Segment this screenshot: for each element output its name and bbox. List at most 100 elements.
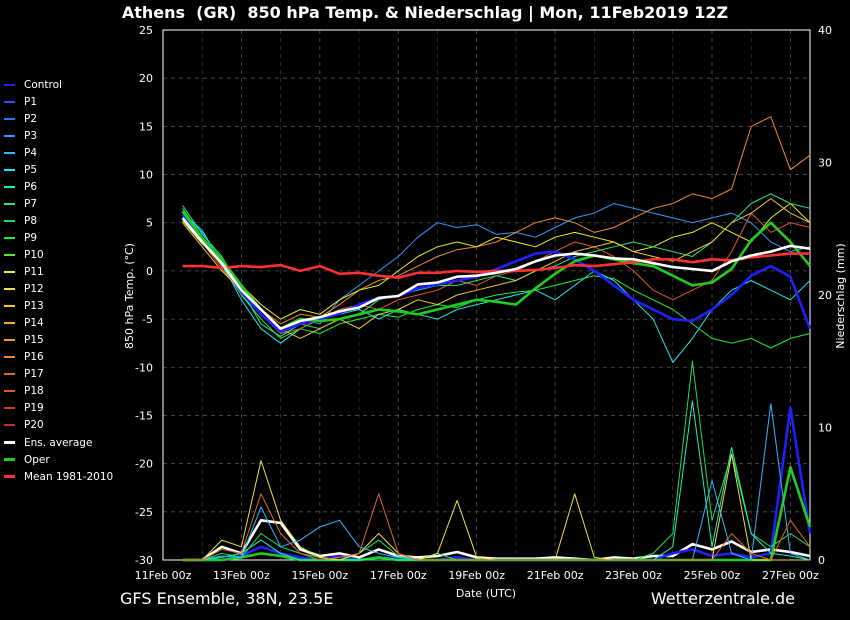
legend-label: P4 — [24, 146, 38, 159]
legend-item: P14 — [4, 315, 113, 332]
legend-item: Mean 1981-2010 — [4, 468, 113, 485]
legend-item: P2 — [4, 110, 113, 127]
y-tick-label-left: 15 — [139, 120, 153, 133]
plot-frame — [162, 29, 811, 561]
temp-line-p16 — [182, 116, 811, 325]
precip-series-group — [182, 360, 812, 562]
temp-line-p5 — [182, 212, 811, 363]
legend-label: Mean 1981-2010 — [24, 470, 114, 483]
legend-label: P20 — [24, 419, 44, 432]
legend-swatch — [4, 271, 15, 274]
y-tick-label-left: 0 — [146, 265, 153, 278]
legend-item: P11 — [4, 264, 113, 281]
legend-item: P15 — [4, 332, 113, 349]
legend-item: P12 — [4, 281, 113, 298]
legend-swatch — [4, 151, 15, 154]
x-tick-label: 27Feb 00z — [762, 569, 819, 582]
y-tick-label-left: -20 — [135, 458, 153, 471]
y-tick-label-left: 5 — [146, 217, 153, 230]
temp-line-p11 — [182, 203, 811, 320]
temp-line-mean-1981-2010 — [182, 252, 810, 280]
legend-swatch — [4, 202, 15, 205]
y-tick-label-left: 25 — [139, 24, 153, 37]
legend-label: P8 — [24, 214, 38, 227]
chart-axes: 25 20 15 10 5 0 -5 -10 -15 -20 -25 -30 40 30 20 10 0 11Fe… — [135, 24, 832, 582]
temp-line-p13 — [182, 198, 811, 339]
legend: Control P1 P2 P3 P4 P5 P6 P7 P8 P9 P10 P11 P12 P13 P14… — [4, 76, 113, 485]
precip-line-p17 — [182, 493, 811, 561]
y-tick-label-right: 10 — [818, 422, 832, 435]
legend-item: P17 — [4, 366, 113, 383]
footer-brand: Wetterzentrale.de — [650, 589, 795, 608]
y-tick-label-left: -15 — [135, 409, 153, 422]
legend-swatch — [4, 236, 15, 239]
legend-label: P18 — [24, 385, 44, 398]
legend-item: P3 — [4, 127, 113, 144]
legend-swatch — [4, 407, 15, 410]
legend-label: P15 — [24, 334, 44, 347]
temp-line-ens-average — [181, 217, 811, 331]
legend-label: P10 — [24, 248, 44, 261]
legend-label: P2 — [24, 112, 38, 125]
legend-label: P19 — [24, 402, 44, 415]
legend-item: P5 — [4, 161, 113, 178]
legend-swatch — [4, 458, 15, 462]
legend-swatch — [4, 373, 15, 376]
legend-label: P3 — [24, 129, 38, 142]
legend-swatch — [4, 253, 15, 256]
legend-label: P9 — [24, 231, 38, 244]
legend-label: P14 — [24, 317, 44, 330]
legend-label: Ens. average — [24, 436, 93, 449]
legend-swatch — [4, 134, 15, 137]
legend-item: P1 — [4, 93, 113, 110]
legend-swatch — [4, 441, 15, 444]
temperature-series-group — [181, 116, 812, 363]
legend-label: P7 — [24, 197, 38, 210]
x-tick-label: 15Feb 00z — [291, 569, 348, 582]
x-tick-label: 19Feb 00z — [448, 569, 505, 582]
chart-title: Athens (GR) 850 hPa Temp. & Niederschlag… — [121, 3, 729, 22]
legend-label: P12 — [24, 283, 44, 296]
legend-swatch — [4, 339, 15, 342]
legend-label: P5 — [24, 163, 38, 176]
temp-line-control — [181, 214, 812, 333]
legend-swatch — [4, 390, 15, 393]
legend-swatch — [4, 424, 15, 427]
legend-item: P20 — [4, 417, 113, 434]
legend-swatch — [4, 100, 15, 103]
legend-item: P4 — [4, 144, 113, 161]
legend-label: P13 — [24, 300, 44, 313]
legend-swatch — [4, 83, 15, 86]
legend-swatch — [4, 219, 15, 222]
legend-label: P16 — [24, 351, 44, 364]
legend-swatch — [4, 322, 15, 325]
y-tick-label-left: -10 — [135, 361, 153, 374]
x-tick-label: 13Feb 00z — [213, 569, 270, 582]
x-axis-label: Date (UTC) — [456, 587, 516, 600]
legend-item: P16 — [4, 349, 113, 366]
legend-item: Oper — [4, 451, 113, 468]
legend-item: P13 — [4, 298, 113, 315]
y-tick-label-right: 40 — [818, 24, 832, 37]
x-tick-label: 23Feb 00z — [605, 569, 662, 582]
y-tick-label-right: 30 — [818, 157, 832, 170]
legend-swatch — [4, 305, 15, 308]
y-axis-label-right: Niederschlag (mm) — [834, 243, 847, 348]
legend-swatch — [4, 288, 15, 291]
y-tick-label-right: 20 — [818, 289, 832, 302]
chart-grid — [162, 29, 810, 561]
legend-label: Control — [24, 78, 62, 91]
precip-line-p6 — [182, 400, 811, 561]
y-tick-label-left: -25 — [135, 506, 153, 519]
legend-item: P18 — [4, 383, 113, 400]
legend-item: P9 — [4, 229, 113, 246]
x-tick-label: 21Feb 00z — [527, 569, 584, 582]
x-tick-label: 25Feb 00z — [684, 569, 741, 582]
legend-swatch — [4, 475, 15, 479]
y-tick-label-left: 20 — [139, 72, 153, 85]
precip-line-oper — [182, 465, 812, 562]
y-tick-label-left: -30 — [135, 554, 153, 567]
legend-label: P17 — [24, 368, 44, 381]
legend-item: P7 — [4, 195, 113, 212]
